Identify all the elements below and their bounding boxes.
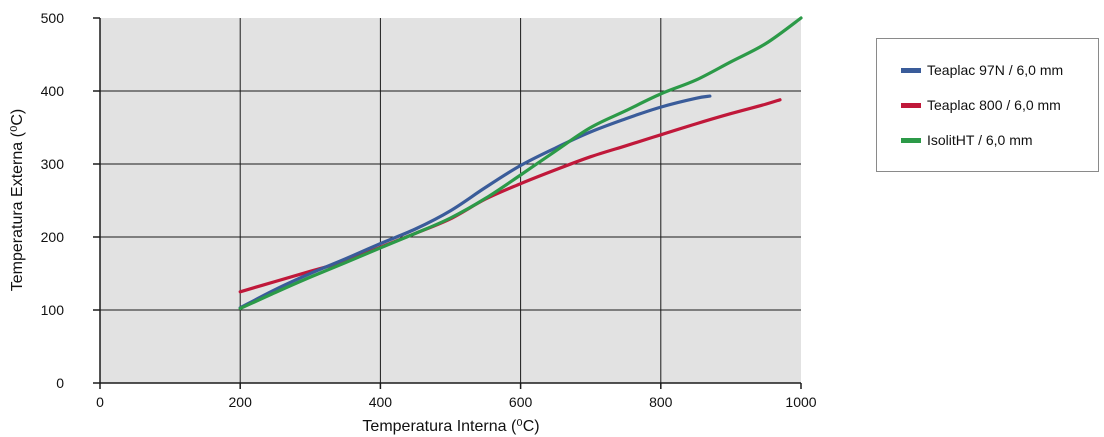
legend-swatch-teaplac-97n — [901, 67, 921, 73]
legend-label-teaplac-97n: Teaplac 97N / 6,0 mm — [927, 62, 1064, 78]
legend-item-teaplac-800: Teaplac 800 / 6,0 mm — [901, 97, 1061, 113]
y-tick-label: 400 — [41, 83, 65, 99]
tick-label-layer: 0 200 400 600 800 1000 0 100 200 300 400 500 — [41, 10, 817, 410]
x-tick-label: 0 — [96, 394, 104, 410]
legend-item-isolitht: IsolitHT / 6,0 mm — [901, 132, 1033, 148]
x-tick-label: 600 — [509, 394, 533, 410]
plot-area — [100, 18, 801, 383]
series-line-2 — [238, 16, 803, 311]
series-layer — [238, 16, 803, 311]
legend-item-teaplac-97n: Teaplac 97N / 6,0 mm — [901, 62, 1063, 78]
series-line-0 — [238, 94, 712, 310]
x-tick-label: 1000 — [785, 394, 816, 410]
legend-swatch-isolitht — [901, 137, 921, 143]
axis-layer — [93, 17, 802, 389]
legend-swatch-teaplac-800 — [901, 102, 921, 108]
x-tick-label: 800 — [649, 394, 673, 410]
y-tick-label: 100 — [41, 302, 65, 318]
legend-label-isolitht: IsolitHT / 6,0 mm — [927, 132, 1033, 148]
grid-layer — [100, 18, 801, 383]
y-tick-label: 200 — [41, 229, 65, 245]
x-tick-label: 400 — [369, 394, 393, 410]
x-tick-label: 200 — [229, 394, 253, 410]
y-tick-label: 500 — [41, 10, 65, 26]
legend: Teaplac 97N / 6,0 mm Teaplac 800 / 6,0 m… — [876, 38, 1099, 172]
y-tick-label: 0 — [56, 375, 64, 391]
y-tick-label: 300 — [41, 156, 65, 172]
x-axis-label: Temperatura Interna (⁰C) — [362, 418, 539, 435]
y-axis-label: Temperatura Externa (⁰C) — [9, 109, 26, 291]
legend-label-teaplac-800: Teaplac 800 / 6,0 mm — [927, 97, 1061, 113]
